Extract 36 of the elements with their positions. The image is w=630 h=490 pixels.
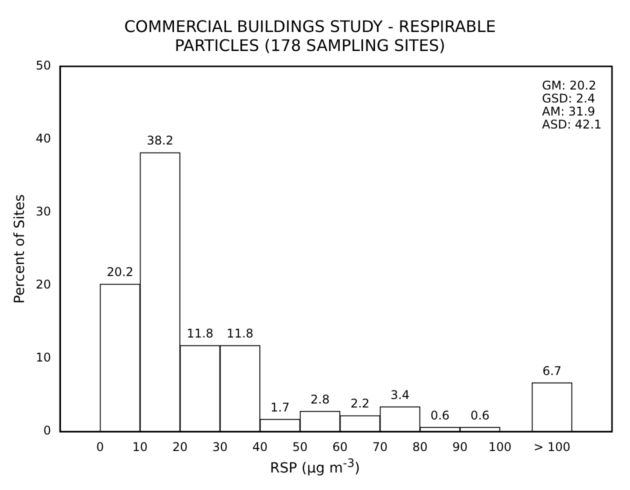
data-label: 1.7 [270,400,290,414]
data-label: 0.6 [430,408,450,422]
data-label: 2.2 [350,396,370,411]
x-tick-label: 20 [172,440,188,454]
data-label: 2.8 [310,392,330,406]
data-label: 38.2 [146,134,174,148]
annotation: GSD: 2.4 [542,92,596,106]
data-label: 0.6 [470,408,490,422]
x-tick-label: 50 [292,440,308,454]
data-label: 6.7 [542,364,562,378]
x-tick-label: 0 [96,440,104,454]
y-tick-label: 20 [36,278,52,292]
x-tick-label: 10 [132,440,148,454]
data-label: 11.8 [226,326,254,341]
chart-title: COMMERCIAL BUILDINGS STUDY - RESPIRABLE PARTICLES (178 SAMPLING SITES) [124,16,496,55]
x-tick-label: 60 [332,440,348,454]
data-label: 11.8 [186,326,214,341]
x-tick-label: 70 [372,440,388,454]
x-tick-label: 90 [452,440,468,454]
y-tick-label: 0 [43,424,52,438]
x-tick-label: > 100 [534,440,570,454]
y-tick-label: 40 [36,132,52,146]
x-tick-label: 40 [252,440,268,454]
x-axis-title: RSP (μg m$^{-3}$) [269,456,361,477]
annotation: AM: 31.9 [542,104,596,119]
y-axis-title: Percent of Sites [12,194,28,304]
y-tick-label: 30 [36,204,52,219]
data-label: 20.2 [106,265,134,280]
x-tick-label: 100 [488,440,512,454]
x-tick-label: 30 [212,440,228,454]
y-tick-label: 50 [36,58,52,73]
data-label: 3.4 [390,388,410,402]
annotation: GM: 20.2 [542,78,596,93]
annotation: ASD: 42.1 [542,118,602,132]
y-tick-label: 10 [36,350,52,365]
x-tick-label: 80 [412,440,428,454]
